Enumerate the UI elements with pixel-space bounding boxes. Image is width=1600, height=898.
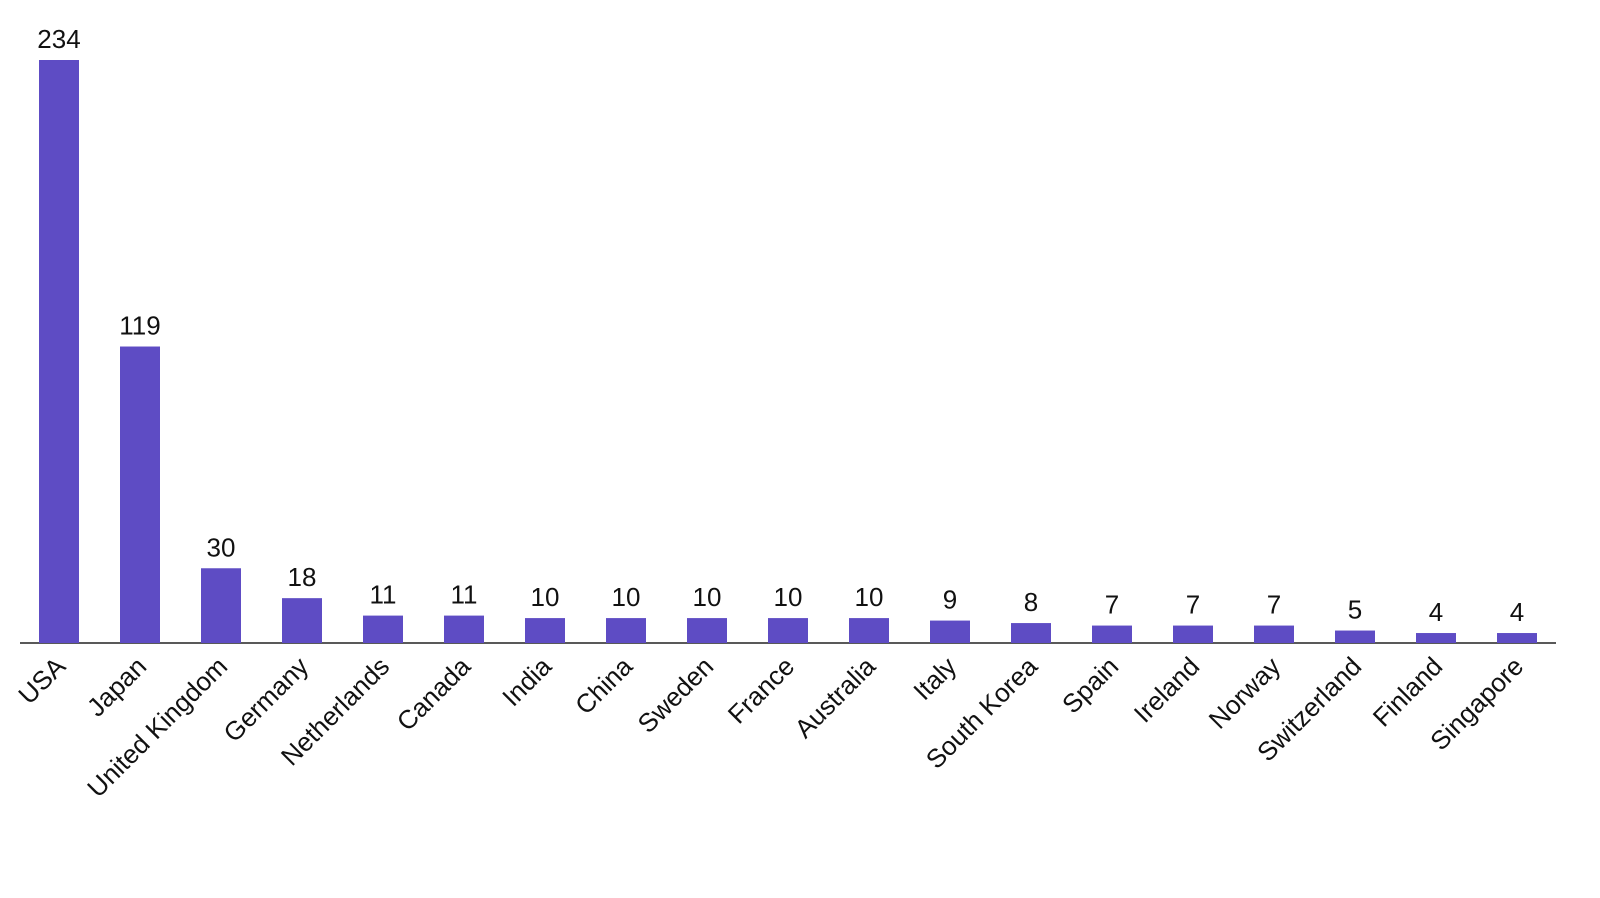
bar	[39, 60, 79, 643]
x-tick-label: India	[496, 651, 557, 712]
data-label: 18	[288, 562, 317, 592]
x-tick-label: USA	[12, 651, 71, 710]
x-tick-label: China	[569, 651, 639, 721]
data-label: 119	[119, 311, 160, 341]
x-tick-label: Finland	[1367, 651, 1449, 733]
x-tick-label: Sweden	[632, 651, 720, 739]
x-tick-label: Australia	[789, 651, 882, 744]
x-tick-label: France	[722, 651, 800, 729]
x-tick-label: Spain	[1056, 651, 1124, 719]
data-label: 7	[1105, 590, 1119, 620]
data-label: 7	[1267, 590, 1281, 620]
bar	[201, 568, 241, 643]
bar	[930, 620, 970, 643]
x-tick-label: Ireland	[1128, 651, 1205, 728]
bar	[1173, 625, 1213, 643]
bar	[1497, 633, 1537, 643]
bar	[363, 615, 403, 643]
x-tick-label: Japan	[81, 651, 152, 722]
data-label: 234	[37, 24, 80, 54]
data-label: 30	[207, 532, 236, 562]
data-label: 10	[774, 582, 803, 612]
x-tick-label: United Kingdom	[81, 651, 233, 803]
data-label: 7	[1186, 590, 1200, 620]
bar	[1092, 625, 1132, 643]
data-label: 11	[451, 580, 478, 610]
bar	[1416, 633, 1456, 643]
data-label: 4	[1429, 597, 1443, 627]
bar	[768, 618, 808, 643]
bar	[120, 346, 160, 643]
bar	[687, 618, 727, 643]
x-tick-label: Italy	[907, 651, 962, 706]
data-label: 4	[1510, 597, 1524, 627]
bar	[525, 618, 565, 643]
bar	[1335, 630, 1375, 643]
data-label: 10	[531, 582, 560, 612]
bar	[1011, 623, 1051, 643]
data-label: 9	[943, 585, 957, 615]
data-label: 5	[1348, 595, 1362, 625]
bar	[282, 598, 322, 643]
bar	[849, 618, 889, 643]
bar	[606, 618, 646, 643]
data-label: 10	[693, 582, 722, 612]
bar	[444, 615, 484, 643]
data-label: 11	[370, 580, 397, 610]
data-label: 10	[612, 582, 641, 612]
x-tick-label: Canada	[391, 651, 477, 737]
data-label: 8	[1024, 587, 1038, 617]
bar	[1254, 625, 1294, 643]
data-label: 10	[855, 582, 884, 612]
